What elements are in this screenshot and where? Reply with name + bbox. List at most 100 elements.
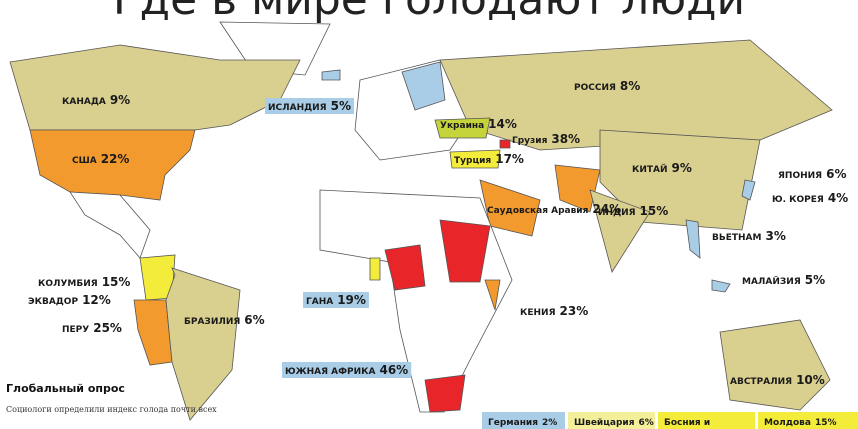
legend-box	[568, 412, 655, 429]
country-value: 15%	[102, 275, 131, 289]
mexico	[69, 191, 151, 259]
pakistan	[554, 164, 601, 213]
japan	[741, 179, 756, 201]
country-value: 38%	[551, 132, 580, 146]
country-value: 46%	[379, 363, 408, 377]
brazil	[165, 267, 241, 421]
country-name: КАНАДА	[62, 97, 106, 107]
country-value: 4%	[828, 191, 848, 205]
country-label: БРАЗИЛИЯ 6%	[184, 313, 265, 327]
country-name: Грузия	[512, 136, 548, 146]
legend-name: Германия	[488, 418, 538, 428]
sidebar-text: Социологи определили индекс голода почти…	[6, 405, 217, 414]
country-value: 23%	[560, 304, 589, 318]
country-name: БРАЗИЛИЯ	[184, 317, 240, 327]
country-name: Саудовская Аравия	[487, 206, 589, 216]
ghana	[369, 257, 381, 281]
legend-value: 6%	[639, 418, 654, 428]
scandinavia	[401, 61, 446, 111]
country-label: ПЕРУ 25%	[62, 321, 122, 335]
legend-name: Босния и	[664, 418, 710, 428]
country-name: ПЕРУ	[62, 325, 89, 335]
usa	[29, 129, 196, 201]
turkey	[449, 149, 501, 169]
country-label: ИНДИЯ 15%	[598, 204, 668, 218]
country-name: МАЛАЙЗИЯ	[742, 275, 801, 287]
country-value: 5%	[331, 99, 351, 113]
country-label: КЕНИЯ 23%	[520, 304, 588, 318]
country-label: Турция 17%	[454, 152, 524, 166]
malaysia	[711, 279, 731, 293]
india	[589, 189, 651, 273]
georgia	[499, 139, 511, 149]
country-label: ВЬЕТНАМ 3%	[712, 229, 786, 243]
country-name: ВЬЕТНАМ	[712, 233, 762, 243]
country-value: 15%	[640, 204, 669, 218]
country-value: 9%	[110, 93, 130, 107]
country-name: ГАНА	[306, 297, 333, 307]
country-value: 3%	[765, 229, 785, 243]
country-name: КОЛУМБИЯ	[38, 279, 98, 289]
country-label: Грузия 38%	[512, 132, 580, 146]
country-label: КИТАЙ 9%	[632, 161, 692, 175]
country-value: 8%	[620, 79, 640, 93]
country-name: КЕНИЯ	[520, 308, 556, 318]
legend-label: Германия 2%	[488, 418, 557, 428]
country-label: РОССИЯ 8%	[574, 79, 640, 93]
legend-box	[758, 412, 858, 429]
map	[9, 21, 833, 421]
country-value: 24%	[592, 202, 621, 216]
country-value: 14%	[488, 117, 517, 131]
country-label: ГАНА 19%	[306, 293, 366, 307]
country-label: КОЛУМБИЯ 15%	[38, 275, 130, 289]
sidebar-bg	[0, 378, 136, 429]
country-name: Ю. КОРЕЯ	[772, 195, 824, 205]
country-value: 5%	[805, 273, 825, 287]
country-name: РОССИЯ	[574, 83, 616, 93]
legend-label: Швейцария 6%	[574, 418, 654, 428]
country-label: АВСТРАЛИЯ 10%	[730, 373, 825, 387]
legend-label: Молдова 15%	[764, 418, 837, 428]
country-label: США 22%	[72, 152, 129, 166]
country-value: 17%	[495, 152, 524, 166]
country-name: Турция	[454, 156, 491, 166]
country-name: США	[72, 156, 97, 166]
peru	[133, 299, 173, 366]
label-bg	[303, 292, 369, 308]
vietnam	[685, 219, 701, 259]
country-value: 6%	[826, 167, 846, 181]
country-value: 12%	[82, 293, 111, 307]
kenya	[484, 279, 501, 311]
title: Где в мире голодают люди	[113, 0, 745, 25]
country-label: ИСЛАНДИЯ 5%	[268, 99, 351, 113]
legend-box	[482, 412, 565, 429]
iceland	[321, 69, 341, 81]
country-value: 10%	[796, 373, 825, 387]
nigeria	[384, 244, 426, 291]
label-bg	[265, 98, 354, 114]
country-name: КИТАЙ	[632, 163, 668, 175]
country-name: АВСТРАЛИЯ	[730, 377, 792, 387]
country-label: МАЛАЙЗИЯ 5%	[742, 273, 825, 287]
country-value: 9%	[672, 161, 692, 175]
saudi-arabia	[479, 179, 541, 237]
legend-value: 2%	[542, 418, 557, 428]
country-label: ЭКВАДОР 12%	[28, 293, 111, 307]
australia	[719, 319, 831, 411]
country-name: ИНДИЯ	[598, 208, 636, 218]
country-label: ЮЖНАЯ АФРИКА 46%	[285, 363, 408, 377]
country-value: 25%	[93, 321, 122, 335]
country-name: Украина	[440, 121, 484, 131]
south-africa	[424, 374, 466, 413]
legend-name: Молдова	[764, 418, 811, 428]
country-label: ЯПОНИЯ 6%	[778, 167, 846, 181]
ukraine	[434, 117, 491, 139]
country-value: 22%	[101, 152, 130, 166]
country-name: ЮЖНАЯ АФРИКА	[285, 367, 376, 377]
country-label: Украина 14%	[440, 117, 517, 131]
country-value: 19%	[337, 293, 366, 307]
country-value: 6%	[244, 313, 264, 327]
country-label: КАНАДА 9%	[62, 93, 130, 107]
country-label: Саудовская Аравия 24%	[487, 202, 621, 216]
